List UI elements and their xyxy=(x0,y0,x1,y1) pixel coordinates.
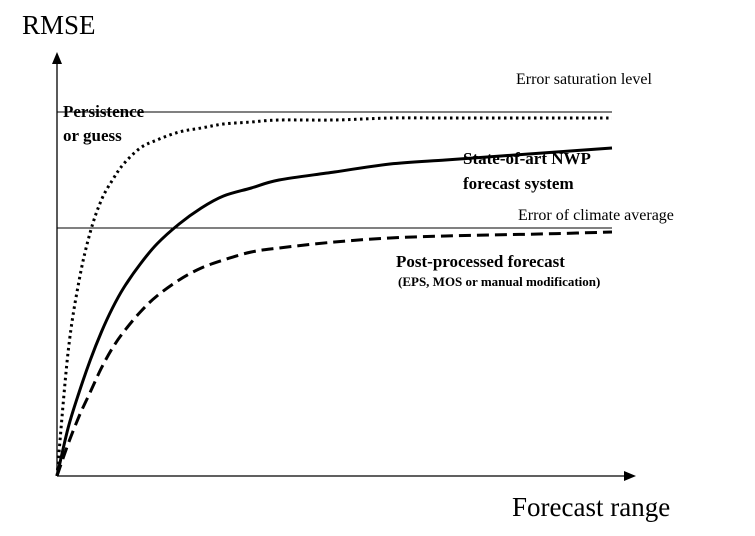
saturation-level-label: Error saturation level xyxy=(516,71,653,88)
postprocessed-label-line2: (EPS, MOS or manual modification) xyxy=(398,274,600,289)
y-axis xyxy=(52,52,62,476)
nwp-label-line2: forecast system xyxy=(463,174,574,193)
series-postprocessed-line xyxy=(55,230,613,477)
nwp-label-line1: State-of-art NWP xyxy=(463,149,591,168)
x-axis xyxy=(57,471,636,481)
persistence-label-line2: or guess xyxy=(63,126,122,145)
x-axis-arrowhead xyxy=(624,471,636,481)
persistence-label-line1: Persistence xyxy=(63,102,145,121)
postprocessed-label-line1: Post-processed forecast xyxy=(396,252,565,271)
series-nwp-line xyxy=(55,146,613,477)
y-axis-arrowhead xyxy=(52,52,62,64)
series-persistence-line xyxy=(55,116,612,477)
x-axis-title: Forecast range xyxy=(512,492,670,522)
climate-average-label: Error of climate average xyxy=(518,207,674,224)
y-axis-title: RMSE xyxy=(22,10,96,40)
